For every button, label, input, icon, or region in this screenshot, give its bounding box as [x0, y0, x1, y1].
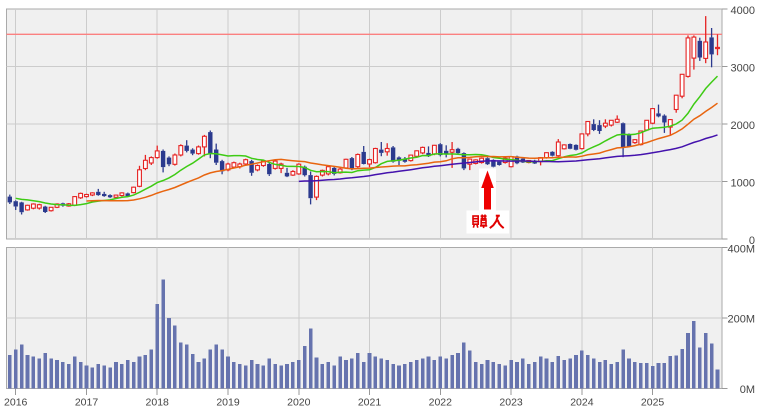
svg-text:2017: 2017: [75, 397, 99, 409]
svg-text:2018: 2018: [146, 397, 170, 409]
svg-text:2024: 2024: [570, 397, 594, 409]
svg-text:200M: 200M: [727, 314, 755, 326]
svg-text:4000: 4000: [731, 5, 755, 17]
svg-text:2025: 2025: [641, 397, 665, 409]
svg-text:3000: 3000: [731, 62, 755, 74]
svg-text:0: 0: [749, 235, 755, 247]
svg-text:0M: 0M: [740, 384, 755, 396]
svg-text:2021: 2021: [358, 397, 382, 409]
svg-text:2000: 2000: [731, 120, 755, 132]
svg-text:2023: 2023: [499, 397, 523, 409]
svg-text:2022: 2022: [429, 397, 453, 409]
svg-text:1000: 1000: [731, 177, 755, 189]
svg-text:2020: 2020: [287, 397, 311, 409]
svg-text:2019: 2019: [216, 397, 240, 409]
svg-text:400M: 400M: [727, 243, 755, 255]
svg-text:2016: 2016: [4, 397, 28, 409]
